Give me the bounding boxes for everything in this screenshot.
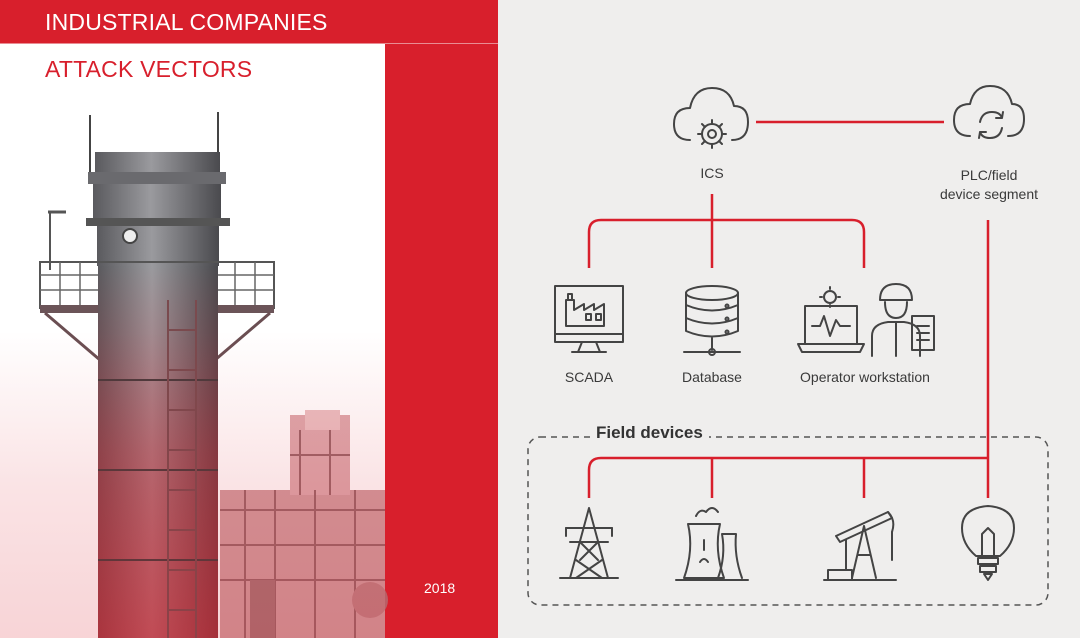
scada-label: SCADA (564, 369, 614, 385)
field-devices-box (527, 436, 1049, 606)
scada-monitor-icon (554, 285, 624, 353)
database-label: Database (682, 369, 742, 385)
connection-lines (587, 120, 990, 498)
power-tower-icon (559, 507, 619, 579)
oil-pump-icon (823, 511, 897, 581)
report-title: INDUSTRIAL COMPANIES (45, 9, 328, 35)
field-devices-title: Field devices (590, 423, 709, 443)
light-bulb-icon (961, 505, 1015, 581)
left-panel: INDUSTRIAL COMPANIES ATTACK VECTORS 2018 (0, 0, 498, 638)
database-icon (683, 285, 741, 356)
plc-label-line2: device segment (939, 186, 1039, 202)
ics-label: ICS (700, 165, 724, 181)
nuclear-plant-icon (675, 507, 749, 581)
cloud-gear-icon (673, 87, 749, 149)
cloud-sync-icon (953, 85, 1025, 139)
report-year: 2018 (424, 580, 456, 596)
operator-workstation-icon (797, 283, 935, 357)
report-subtitle: ATTACK VECTORS (45, 56, 253, 82)
operator-workstation-label: Operator workstation (800, 369, 930, 385)
industrial-tower-image (0, 112, 388, 638)
header-bar (0, 0, 498, 43)
header-divider (0, 43, 498, 44)
red-band (385, 0, 498, 638)
plc-label-line1: PLC/field (960, 167, 1018, 183)
